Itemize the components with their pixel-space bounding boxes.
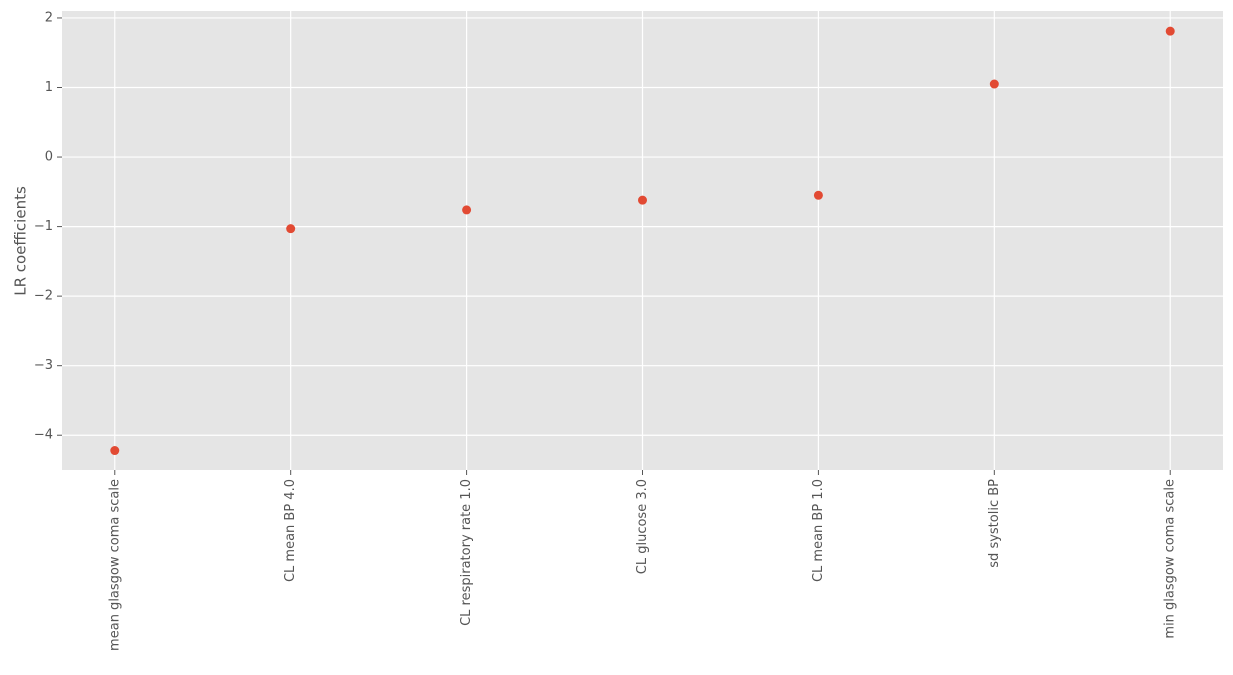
x-tick-label: CL mean BP 4.0 xyxy=(283,479,298,582)
point xyxy=(110,446,120,456)
y-tick-label: −4 xyxy=(34,428,53,443)
y-tick-label: 0 xyxy=(45,150,53,165)
y-axis-label: LR coefficients xyxy=(12,186,30,296)
y-tick-label: −3 xyxy=(34,358,53,373)
y-tick-label: −2 xyxy=(34,289,53,304)
point xyxy=(813,190,823,200)
x-tick-label: CL mean BP 1.0 xyxy=(811,479,826,582)
point xyxy=(638,195,647,205)
x-tick-label: CL respiratory rate 1.0 xyxy=(459,479,474,626)
x-tick-label: CL glucose 3.0 xyxy=(635,479,650,574)
point xyxy=(286,224,296,234)
point xyxy=(462,205,472,215)
point xyxy=(989,79,999,89)
y-tick-label: 2 xyxy=(45,10,53,25)
y-tick-label: −1 xyxy=(34,219,53,234)
x-tick-label: min glasgow coma scale xyxy=(1163,479,1178,639)
x-tick-label: sd systolic BP xyxy=(987,479,1002,568)
x-tick-label: mean glasgow coma scale xyxy=(107,479,122,651)
point xyxy=(1165,26,1175,36)
y-tick-label: 1 xyxy=(45,80,53,95)
